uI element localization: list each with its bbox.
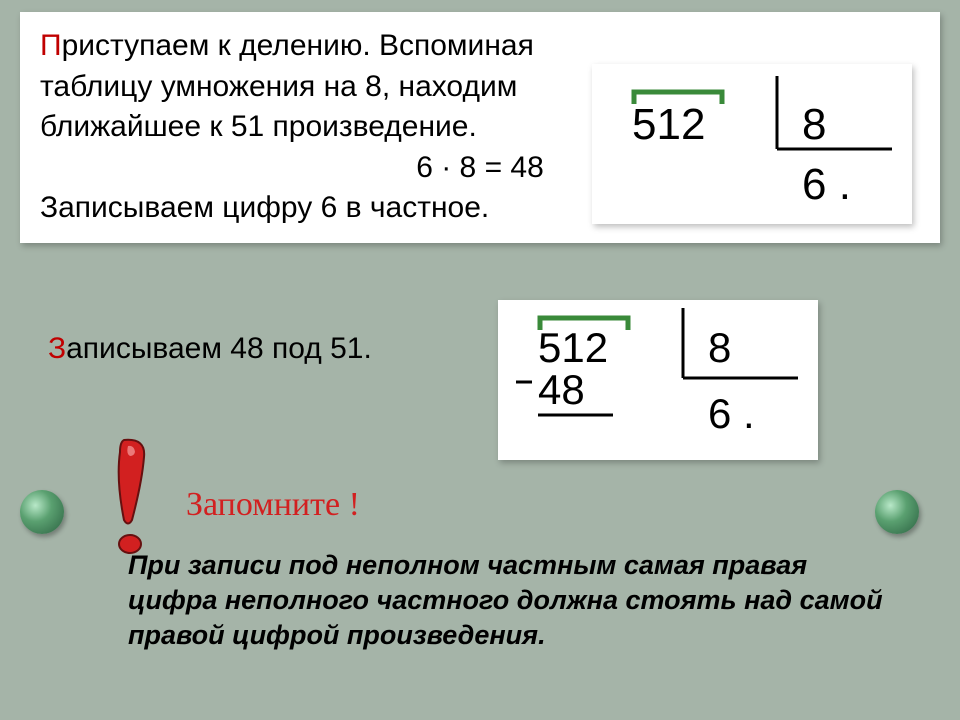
dividend-2: 512 <box>538 324 608 371</box>
remember-label: Запомните ! <box>186 486 360 524</box>
note-text: При записи под неполном частным самая пр… <box>128 548 888 653</box>
instruction-line-1: Приступаем к делению. Вспоминая <box>40 26 920 67</box>
division-diagram-2: 512 8 48 6 . <box>498 300 818 460</box>
accent-letter: П <box>40 29 62 62</box>
divisor-2: 8 <box>708 324 731 371</box>
division-svg-1: 512 8 6 . <box>592 64 912 224</box>
accent-letter-2: З <box>48 332 66 365</box>
bullet-icon <box>875 490 919 534</box>
middle-instruction: Записываем 48 под 51. <box>48 332 372 366</box>
quotient-1: 6 . <box>802 160 851 209</box>
division-svg-2: 512 8 48 6 . <box>498 300 818 460</box>
dividend-1: 512 <box>632 100 705 149</box>
division-diagram-1: 512 8 6 . <box>592 64 912 224</box>
divisor-1: 8 <box>802 100 826 149</box>
bullet-icon <box>20 490 64 534</box>
subtrahend: 48 <box>538 366 585 413</box>
exclamation-icon <box>102 432 162 562</box>
quotient-2: 6 . <box>708 390 755 437</box>
